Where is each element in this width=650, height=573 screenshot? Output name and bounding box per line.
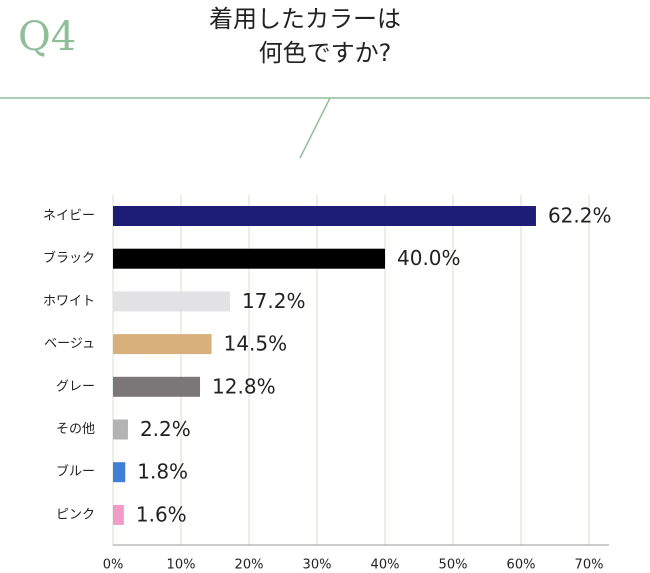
y-tick-label: グレー xyxy=(56,379,95,394)
value-label: 40.0% xyxy=(397,246,461,270)
chart-title: 着用したカラーは xyxy=(209,5,401,33)
value-label: 14.5% xyxy=(224,332,288,356)
x-tick-label: 0% xyxy=(103,558,124,573)
x-tick-label: 60% xyxy=(507,558,536,573)
bar xyxy=(113,334,212,355)
value-label: 1.8% xyxy=(137,460,188,484)
bar xyxy=(113,248,385,269)
bar xyxy=(113,376,201,397)
x-tick-label: 30% xyxy=(303,558,332,573)
value-label: 12.8% xyxy=(212,374,276,398)
divider-tail xyxy=(299,97,331,159)
bar xyxy=(113,206,536,226)
value-label: 1.6% xyxy=(136,502,187,526)
y-tick-label: ピンク xyxy=(56,507,95,522)
bar xyxy=(113,291,230,312)
question-label: Q4 xyxy=(18,14,76,60)
y-tick-label: ホワイト xyxy=(43,294,95,309)
x-tick-label: 70% xyxy=(575,558,604,573)
y-tick-label: ブルー xyxy=(56,464,95,480)
bar xyxy=(113,504,124,525)
x-tick-label: 20% xyxy=(235,558,264,573)
value-label: 2.2% xyxy=(140,417,191,441)
bar xyxy=(113,462,126,483)
bar xyxy=(113,419,128,440)
y-tick-label: ブラック xyxy=(43,250,95,266)
value-label: 17.2% xyxy=(242,289,306,313)
chart-title: 何色ですか? xyxy=(259,39,392,67)
x-tick-label: 10% xyxy=(167,558,196,573)
x-tick-label: 50% xyxy=(439,558,468,573)
x-tick-label: 40% xyxy=(371,558,400,573)
y-tick-label: ネイビー xyxy=(43,209,95,224)
value-label: 62.2% xyxy=(548,204,612,228)
y-tick-label: その他 xyxy=(56,422,95,437)
y-tick-label: ベージュ xyxy=(44,337,95,352)
